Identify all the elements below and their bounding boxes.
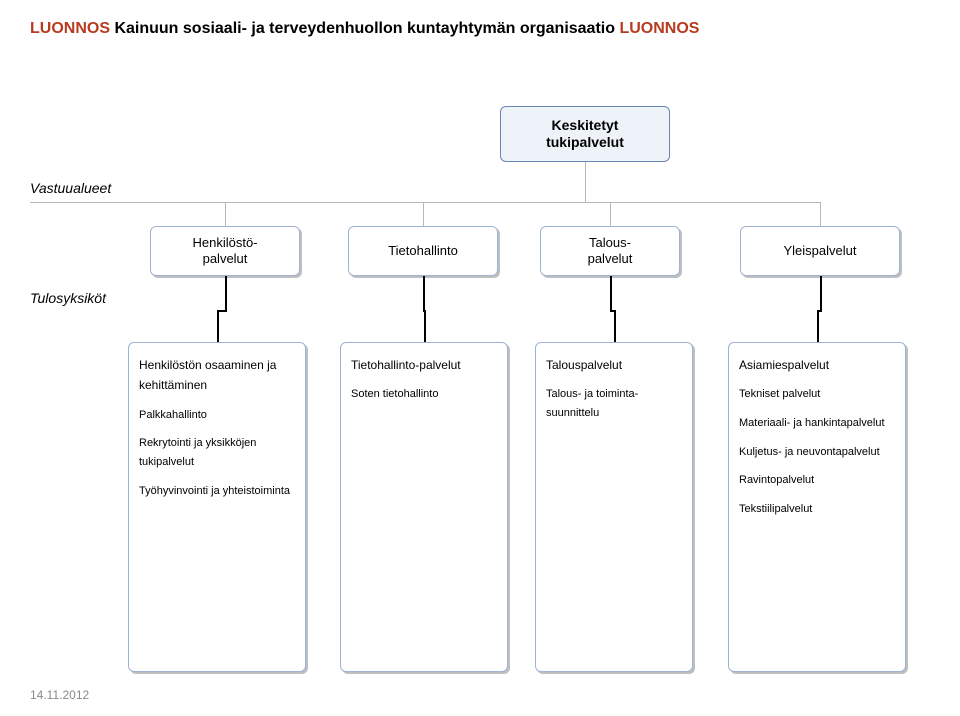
connector	[610, 276, 612, 310]
connector	[225, 202, 226, 226]
level2-node-1: Tietohallinto	[348, 226, 498, 276]
level2-node-2: Talous-palvelut	[540, 226, 680, 276]
label-result-units: Tulosyksiköt	[0, 290, 106, 306]
footer-date: 14.11.2012	[30, 688, 89, 702]
connector	[610, 202, 611, 226]
title-prefix: LUONNOS	[30, 20, 110, 37]
connector	[424, 310, 426, 342]
connector	[585, 162, 586, 202]
level3-box-3: AsiamiespalvelutTekniset palvelutMateria…	[728, 342, 906, 672]
level2-node-0: Henkilöstö-palvelut	[150, 226, 300, 276]
level3-box-0: Henkilöstön osaaminen ja kehittäminenPal…	[128, 342, 306, 672]
title-suffix: LUONNOS	[619, 20, 699, 37]
connector	[820, 202, 821, 226]
level3-box-1: Tietohallinto-palvelutSoten tietohallint…	[340, 342, 508, 672]
connector	[30, 202, 225, 203]
label-responsibility-areas: Vastuualueet	[0, 180, 111, 196]
connector	[423, 202, 424, 226]
root-node: Keskitetyttukipalvelut	[500, 106, 670, 162]
connector	[817, 310, 819, 342]
level3-box-2: TalouspalvelutTalous- ja toiminta-suunni…	[535, 342, 693, 672]
level2-node-3: Yleispalvelut	[740, 226, 900, 276]
page-title: LUONNOS Kainuun sosiaali- ja terveydenhu…	[0, 0, 960, 50]
connector	[820, 276, 822, 310]
connector	[225, 276, 227, 310]
connector	[423, 276, 425, 310]
connector	[225, 202, 820, 203]
connector	[217, 310, 219, 342]
title-mid: Kainuun sosiaali- ja terveydenhuollon ku…	[114, 20, 619, 37]
connector	[614, 310, 616, 342]
